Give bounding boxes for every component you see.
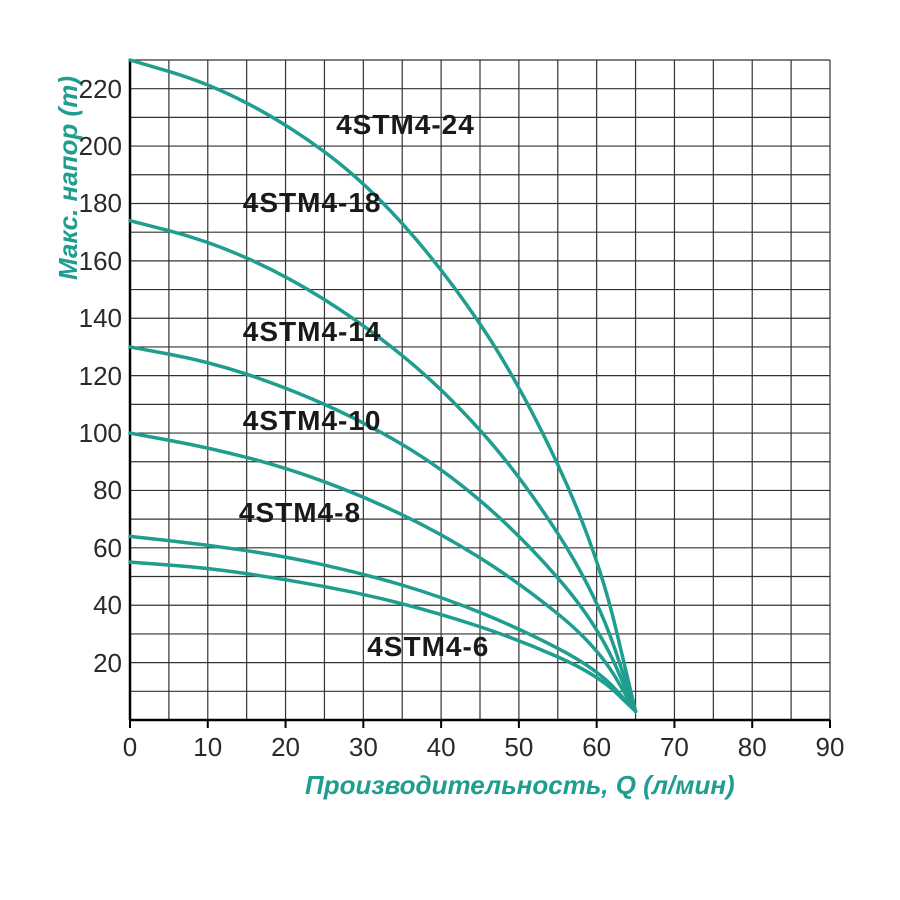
x-axis-label: Производительность, Q (л/мин) [305, 770, 735, 801]
x-tick-label: 40 [423, 732, 459, 763]
y-tick-label: 200 [68, 131, 122, 162]
y-tick-label: 220 [68, 74, 122, 105]
series-label: 4STM4-24 [336, 109, 475, 141]
y-tick-label: 180 [68, 188, 122, 219]
y-tick-label: 120 [68, 361, 122, 392]
series-label: 4STM4-10 [243, 405, 382, 437]
series-label: 4STM4-18 [243, 187, 382, 219]
x-tick-label: 20 [268, 732, 304, 763]
y-tick-label: 80 [68, 475, 122, 506]
x-tick-label: 50 [501, 732, 537, 763]
series-label: 4STM4-14 [243, 316, 382, 348]
y-tick-label: 40 [68, 590, 122, 621]
series-label: 4STM4-6 [367, 631, 489, 663]
y-tick-label: 100 [68, 418, 122, 449]
x-tick-label: 0 [112, 732, 148, 763]
x-tick-label: 70 [656, 732, 692, 763]
y-tick-label: 160 [68, 246, 122, 277]
x-tick-label: 80 [734, 732, 770, 763]
series-label: 4STM4-8 [239, 497, 361, 529]
chart-container: Макс. напор (m) Производительность, Q (л… [0, 0, 900, 900]
y-tick-label: 60 [68, 533, 122, 564]
x-tick-label: 30 [345, 732, 381, 763]
x-tick-label: 10 [190, 732, 226, 763]
y-tick-label: 20 [68, 648, 122, 679]
y-tick-label: 140 [68, 303, 122, 334]
x-tick-label: 90 [812, 732, 848, 763]
x-tick-label: 60 [579, 732, 615, 763]
